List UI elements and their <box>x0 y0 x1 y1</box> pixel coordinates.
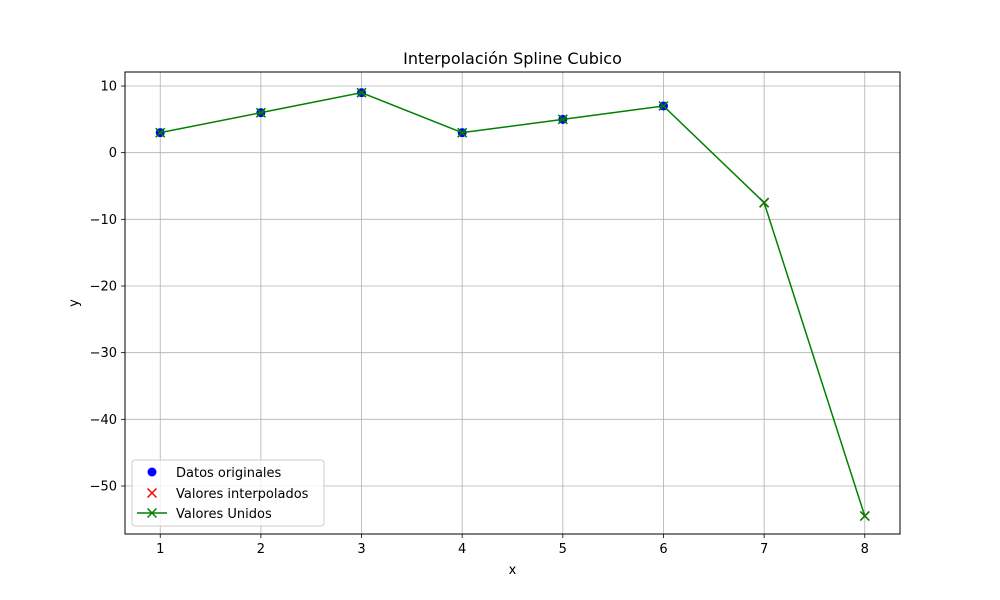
valores-unidos-point <box>658 100 669 112</box>
valores-unidos-point <box>759 197 770 208</box>
valores-unidos-point <box>557 114 568 125</box>
y-axis-label: y <box>67 299 82 307</box>
y-tick-label: −10 <box>90 213 117 228</box>
valores-unidos-point <box>457 127 468 138</box>
x-marker-stroke <box>356 87 367 98</box>
series-layer <box>155 87 870 522</box>
x-tick-label: 2 <box>257 542 265 557</box>
x-tick-label: 1 <box>156 542 164 557</box>
grid-layer <box>125 72 900 534</box>
x-tick-label: 6 <box>659 542 667 557</box>
y-tick-label: 0 <box>109 146 117 161</box>
x-marker-stroke <box>557 114 568 125</box>
chart-title: Interpolación Spline Cubico <box>403 49 622 68</box>
valores-unidos-point <box>356 87 367 98</box>
x-tick-label: 3 <box>357 542 365 557</box>
legend-label-datos-originales: Datos originales <box>176 466 282 481</box>
x-marker-stroke <box>255 107 266 118</box>
x-marker-stroke <box>658 100 669 112</box>
x-marker-stroke <box>759 197 770 208</box>
x-tick-label: 4 <box>458 542 466 557</box>
legend: Datos originales Valores interpolados Va… <box>131 459 325 527</box>
legend-box <box>131 459 325 527</box>
legend-label-valores-interpolados: Valores interpolados <box>176 487 309 502</box>
y-tick-label: −40 <box>90 413 117 428</box>
y-tick-label: 10 <box>100 80 117 95</box>
x-tick-label: 8 <box>861 542 869 557</box>
x-marker-stroke <box>859 510 870 522</box>
y-tick-label: −20 <box>90 280 117 295</box>
x-axis-label: x <box>509 563 517 578</box>
plot-frame <box>124 71 901 535</box>
legend-marker-valores-interpolados <box>146 487 158 499</box>
valores-unidos-point <box>859 510 870 522</box>
x-tick-label: 7 <box>760 542 768 557</box>
x-marker-stroke <box>457 127 468 138</box>
x-tick-label: 5 <box>559 542 567 557</box>
valores-unidos-line <box>160 91 866 517</box>
legend-marker-datos-originales <box>147 467 157 477</box>
valores-unidos-point <box>255 107 266 118</box>
axis-layer: 1 2 3 4 5 6 7 8 10 0 −10 −20 −30 −40 −50 <box>90 80 869 558</box>
valores-unidos-point <box>155 127 166 138</box>
legend-marker-valores-unidos <box>146 507 158 519</box>
legend-label-valores-unidos: Valores Unidos <box>176 507 272 522</box>
y-tick-label: −50 <box>90 480 117 495</box>
y-tick-label: −30 <box>90 346 117 361</box>
x-marker-stroke <box>155 127 166 138</box>
